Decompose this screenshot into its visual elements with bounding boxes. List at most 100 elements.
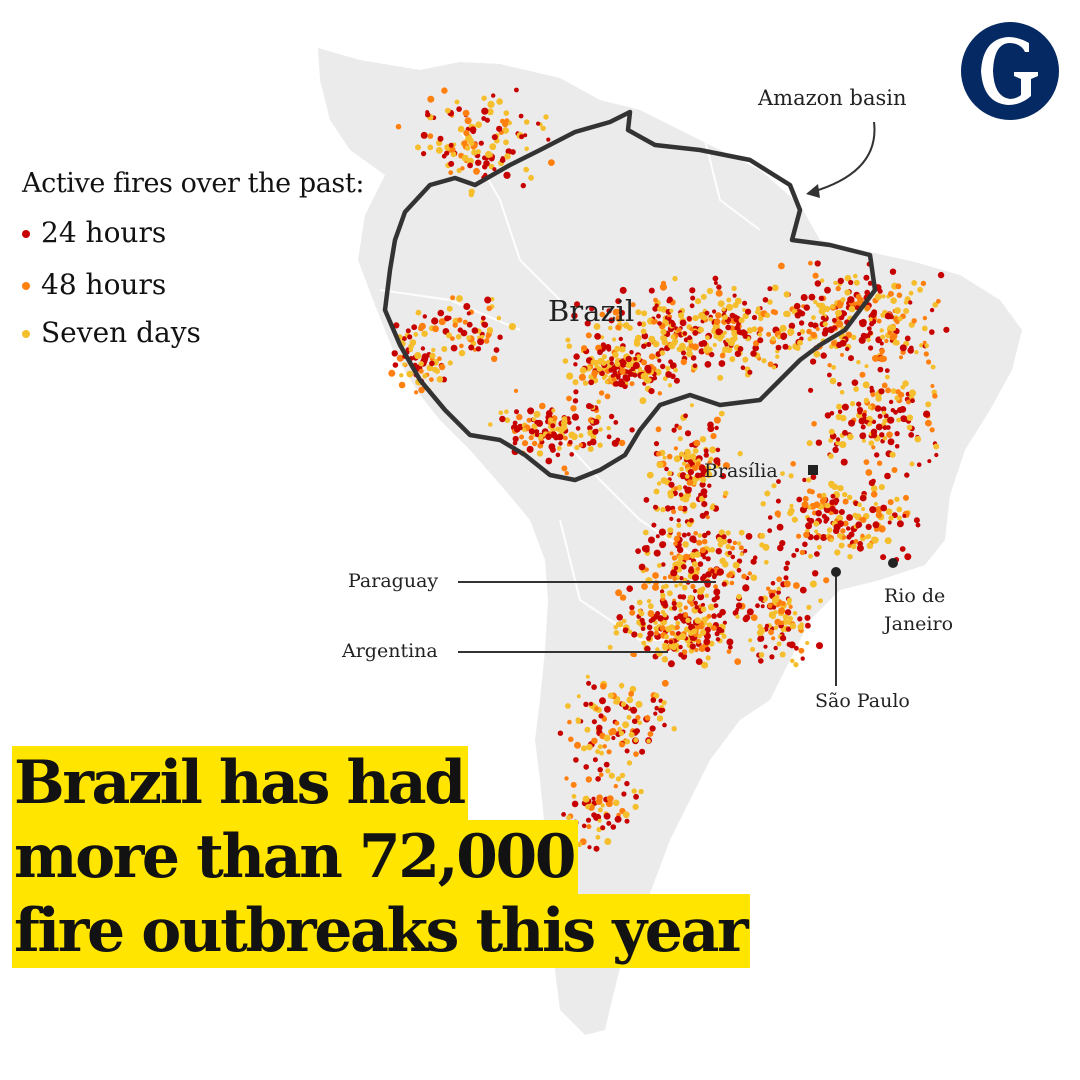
fire-point	[887, 499, 894, 506]
fire-point	[584, 320, 591, 327]
fire-point	[704, 646, 711, 653]
fire-point	[608, 413, 615, 420]
fire-point	[679, 633, 686, 641]
fire-point	[813, 520, 820, 527]
fire-point	[732, 610, 739, 616]
fire-point	[838, 509, 845, 515]
fire-point	[571, 800, 579, 808]
fire-point	[730, 554, 736, 560]
fire-point	[464, 145, 471, 151]
fire-point	[736, 329, 743, 335]
fire-point	[678, 608, 683, 613]
fire-point	[441, 346, 448, 352]
fire-point	[527, 407, 535, 415]
fire-point	[488, 422, 493, 427]
fire-point	[641, 332, 649, 340]
fire-point	[846, 514, 853, 521]
fire-point	[785, 560, 790, 566]
fire-points-layer	[388, 87, 950, 852]
fire-point	[471, 149, 478, 156]
fire-point	[656, 715, 664, 722]
fire-point	[519, 134, 525, 140]
fire-point	[758, 596, 764, 602]
brasilia-capital-marker	[808, 465, 818, 475]
fire-point	[840, 297, 846, 303]
fire-point	[610, 824, 617, 830]
fire-point	[659, 283, 668, 291]
fire-point	[840, 528, 846, 534]
fire-point	[625, 362, 632, 369]
fire-point	[775, 354, 780, 359]
fire-point	[655, 611, 661, 616]
fire-point	[683, 605, 688, 610]
fire-point	[685, 617, 691, 623]
fire-point	[396, 354, 404, 362]
fire-point	[503, 110, 510, 116]
fire-point	[581, 823, 587, 829]
fire-point	[460, 329, 468, 337]
fire-point	[671, 427, 677, 433]
fire-point	[597, 767, 603, 773]
fire-point	[415, 144, 421, 151]
paraguay-label: Paraguay	[348, 570, 439, 592]
fire-point	[654, 705, 659, 711]
fire-point	[923, 410, 931, 418]
fire-point	[872, 354, 879, 362]
fire-point	[701, 538, 708, 545]
fire-point	[514, 426, 521, 433]
fire-point	[673, 541, 678, 546]
fire-point	[667, 492, 675, 499]
fire-point	[485, 333, 491, 339]
fire-point	[548, 417, 554, 423]
fire-point	[609, 361, 614, 366]
fire-point	[863, 397, 870, 404]
fire-point	[606, 434, 612, 440]
fire-point	[653, 711, 658, 716]
fire-point	[388, 369, 396, 377]
fire-point	[689, 502, 697, 509]
fire-point	[435, 147, 443, 154]
fire-point	[626, 696, 634, 704]
fire-point	[790, 461, 796, 467]
fire-point	[713, 457, 721, 465]
fire-point	[641, 640, 647, 646]
fire-point	[661, 708, 666, 713]
amazon-basin-arrow	[811, 121, 876, 193]
fire-point	[672, 275, 678, 282]
fire-point	[790, 658, 795, 664]
fire-point	[788, 473, 794, 479]
fire-point	[647, 377, 652, 383]
fire-point	[842, 491, 848, 498]
fire-point	[881, 294, 886, 299]
fire-point	[514, 409, 519, 415]
fire-point	[662, 455, 667, 460]
fire-point	[701, 661, 709, 669]
fire-point	[801, 501, 809, 509]
fire-point	[650, 697, 657, 703]
fire-point	[667, 296, 673, 303]
fire-point	[840, 352, 844, 357]
fire-point	[820, 534, 828, 541]
fire-point	[660, 477, 668, 484]
fire-point	[444, 107, 451, 114]
fire-point	[468, 188, 475, 195]
fire-point	[709, 505, 715, 511]
fire-point	[919, 343, 924, 348]
fire-point	[737, 450, 743, 457]
fire-point	[643, 546, 650, 553]
fire-point	[835, 440, 841, 446]
fire-point	[822, 321, 828, 327]
fire-point	[870, 311, 877, 318]
fire-point	[738, 529, 745, 536]
fire-point	[787, 616, 794, 622]
fire-point	[927, 459, 932, 464]
fire-point	[414, 390, 419, 395]
fire-point	[719, 473, 727, 480]
legend-label-48-hours: 48 hours	[41, 268, 167, 301]
fire-point	[441, 87, 448, 94]
fire-point	[632, 362, 640, 369]
fire-point	[674, 583, 679, 588]
fire-point	[875, 423, 883, 431]
fire-point	[829, 537, 834, 543]
fire-point	[399, 373, 404, 378]
